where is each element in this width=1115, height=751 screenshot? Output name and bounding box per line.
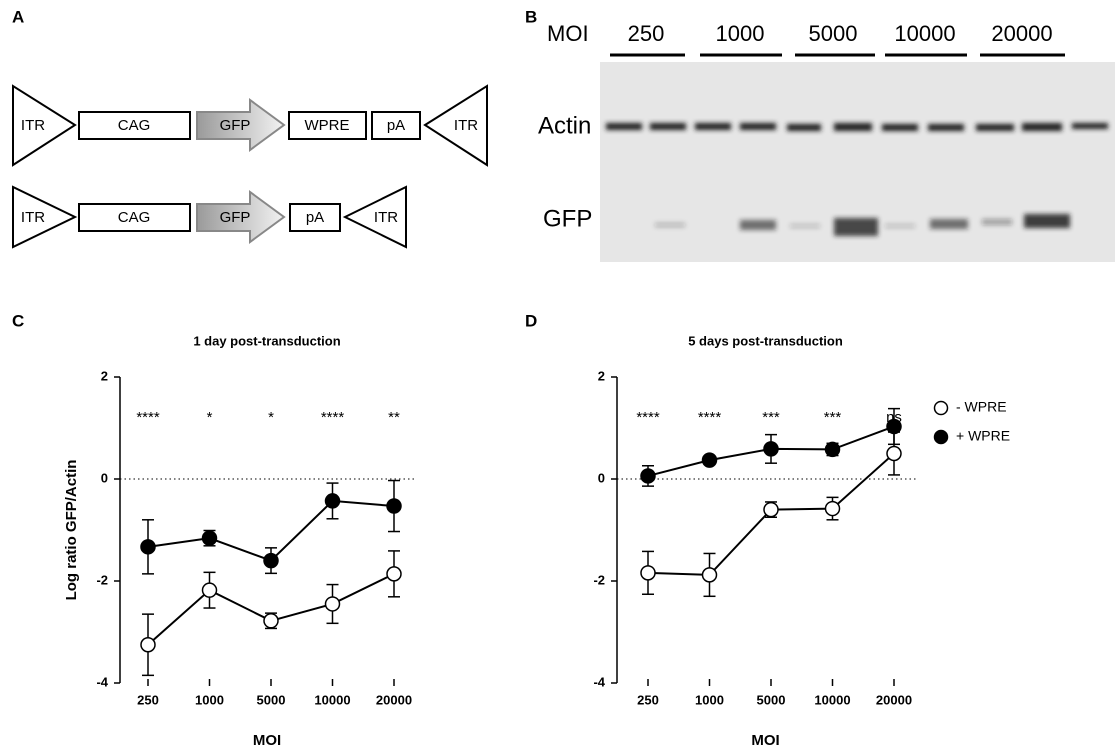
panel-label: B [525,7,537,26]
lane-group-label: 250 [628,21,665,46]
significance-label: * [207,409,213,426]
band-label: GFP [543,205,592,232]
x-tick-label: 1000 [195,692,224,707]
data-point [387,567,401,581]
x-tick-label: 5000 [257,692,286,707]
data-point [887,419,901,433]
legend-label: + WPRE [956,428,1010,444]
legend-label: - WPRE [956,399,1007,415]
x-tick-label: 10000 [814,692,850,707]
x-tick-label: 1000 [695,692,724,707]
data-point [203,583,217,597]
significance-label: **** [321,409,345,426]
y-tick-label: -4 [96,674,108,689]
significance-label: **** [698,409,722,426]
moi-label: MOI [547,21,589,46]
legend-marker [935,431,948,444]
y-axis-label: Log ratio GFP/Actin [63,460,80,601]
band-label: Actin [538,112,591,139]
lane-group-label: 1000 [716,21,765,46]
y-tick-label: 2 [598,368,605,383]
data-point [641,469,655,483]
significance-label: **** [136,409,160,426]
x-tick-label: 20000 [876,692,912,707]
data-point [703,568,717,582]
data-point [141,540,155,554]
significance-label: **** [636,409,660,426]
element-label: ITR [21,209,45,226]
data-point [141,638,155,652]
x-axis-label: MOI [751,732,779,749]
legend-marker [935,402,948,415]
significance-label: * [268,409,274,426]
panel-label: A [12,7,24,26]
data-point [826,442,840,456]
element-label: pA [306,209,324,226]
data-point [203,531,217,545]
panel-label: C [12,311,24,330]
panel-label: D [525,311,537,330]
significance-label: ** [388,409,400,426]
data-point [641,566,655,580]
x-tick-label: 10000 [314,692,350,707]
significance-label: *** [762,409,780,426]
chart-title: 1 day post-transduction [193,333,340,348]
data-point [326,494,340,508]
x-tick-label: 20000 [376,692,412,707]
element-label: pA [387,117,405,134]
x-tick-label: 5000 [757,692,786,707]
y-tick-label: 0 [101,470,108,485]
data-point [264,554,278,568]
lane-group-label: 10000 [894,21,955,46]
x-axis-label: MOI [253,732,281,749]
element-label: GFP [220,117,251,134]
element-label: WPRE [305,117,350,134]
y-tick-label: -4 [593,674,605,689]
y-tick-label: -2 [96,572,108,587]
significance-label: *** [824,409,842,426]
x-tick-label: 250 [637,692,659,707]
element-label: CAG [118,117,151,134]
data-point [326,597,340,611]
data-point [764,442,778,456]
y-tick-label: 0 [598,470,605,485]
element-label: GFP [220,209,251,226]
data-point [387,499,401,513]
element-label: ITR [454,117,478,134]
element-label: ITR [21,117,45,134]
element-label: CAG [118,209,151,226]
figure: A ITR CAG GFP WPRE pA ITR ITR CAG GFP pA… [0,0,1115,751]
data-point [887,447,901,461]
element-label: ITR [374,209,398,226]
data-point [764,503,778,517]
data-point [703,453,717,467]
data-point [826,502,840,516]
series-line [148,574,394,645]
x-tick-label: 250 [137,692,159,707]
lane-group-label: 20000 [991,21,1052,46]
chart-title: 5 days post-transduction [688,333,843,348]
y-tick-label: 2 [101,368,108,383]
data-point [264,614,278,628]
lane-group-label: 5000 [809,21,858,46]
y-tick-label: -2 [593,572,605,587]
